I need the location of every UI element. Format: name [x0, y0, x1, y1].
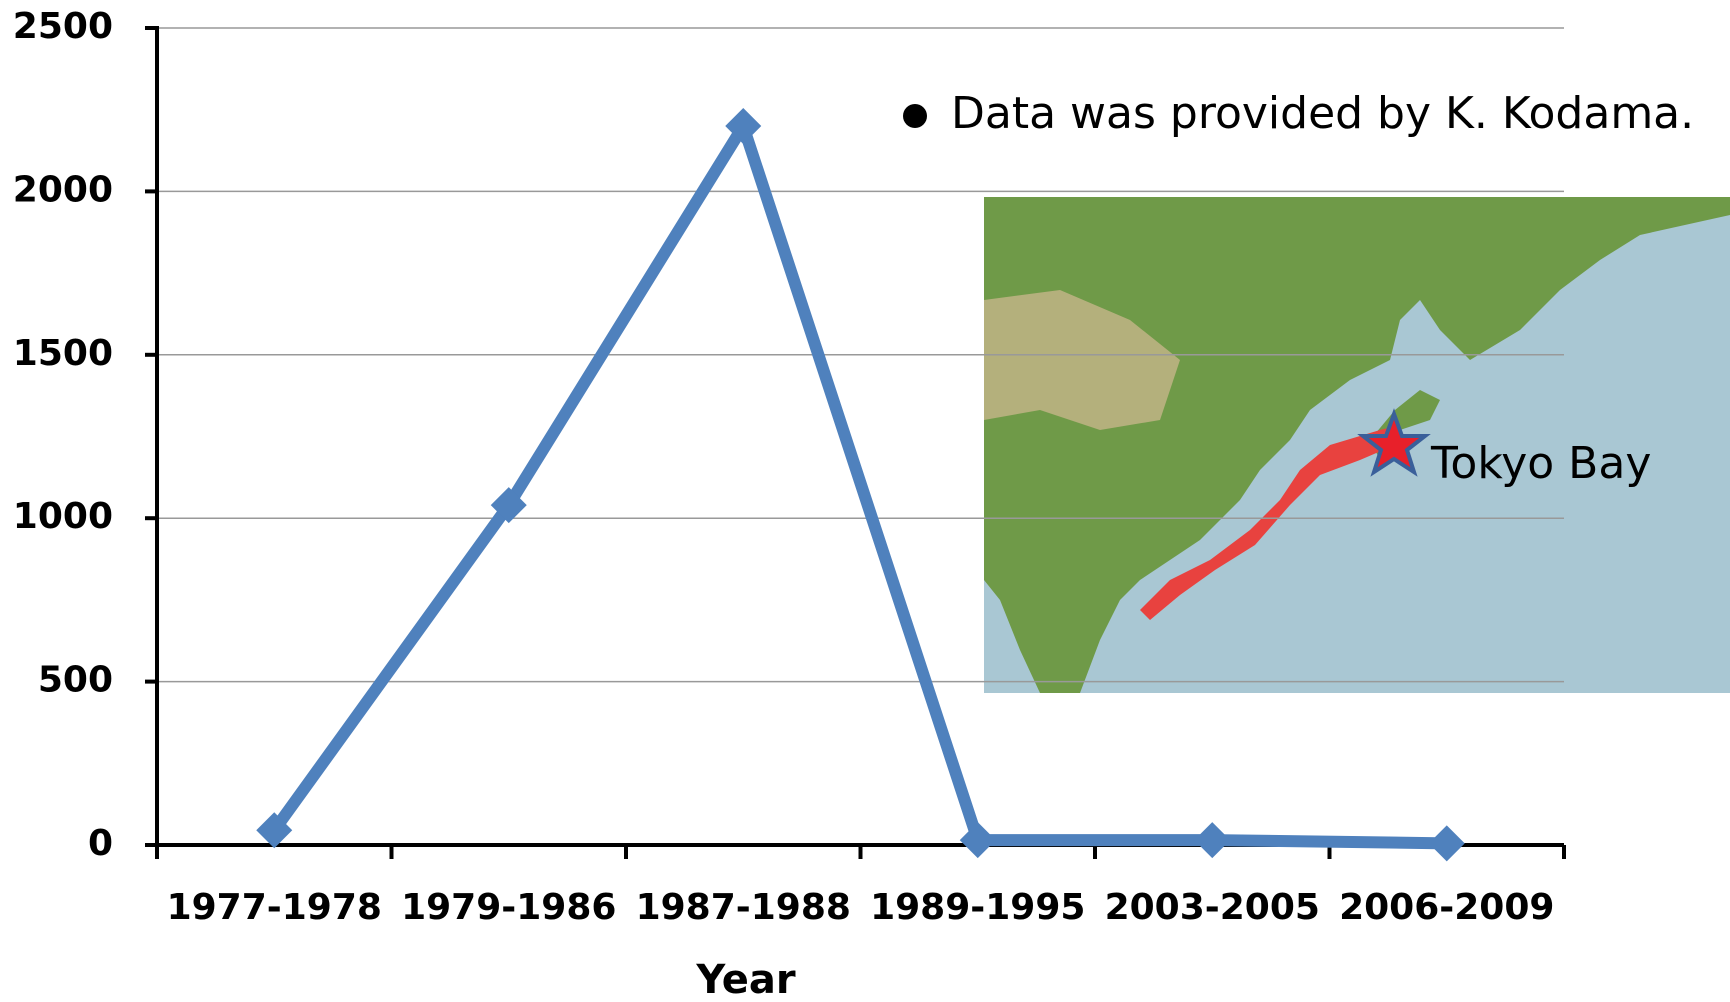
annotation-bullet [903, 104, 927, 128]
annotation: Tokyo Bay [1430, 438, 1651, 489]
map-desert [984, 290, 1180, 430]
x-tick-label: 1989-1995 [870, 887, 1085, 928]
map-distribution [1140, 425, 1400, 620]
y-tick-label: 1000 [13, 496, 113, 537]
x-tick-label: 1977-1978 [167, 887, 382, 928]
x-tick-label: 1979-1986 [401, 887, 616, 928]
data-line [269, 120, 1447, 850]
y-tick-label: 1500 [13, 333, 113, 374]
x-tick-label: 2003-2005 [1105, 887, 1320, 928]
x-tick-label: 2006-2009 [1339, 887, 1554, 928]
data-point [256, 812, 293, 849]
tokyo-star [1357, 408, 1431, 477]
data-point [959, 822, 996, 859]
y-tick-label: 2500 [13, 6, 113, 47]
y-tick-label: 2000 [13, 169, 113, 210]
data-point [1428, 825, 1465, 862]
annotation: Data was provided by K. Kodama. [951, 88, 1694, 139]
x-tick-label: 1987-1988 [636, 887, 851, 928]
map-land [984, 197, 1730, 693]
data-point [1194, 822, 1231, 859]
data-point [725, 108, 762, 145]
y-tick-label: 0 [88, 823, 113, 864]
y-tick-label: 500 [38, 660, 113, 701]
data-point [490, 487, 527, 524]
map-inset [984, 197, 1730, 693]
x-axis-label: Year [695, 957, 795, 1002]
